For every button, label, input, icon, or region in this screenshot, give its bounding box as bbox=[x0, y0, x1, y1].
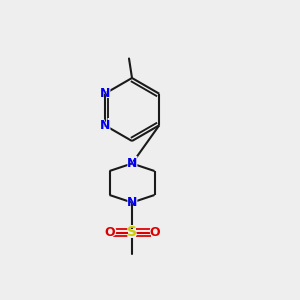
Text: O: O bbox=[148, 225, 161, 240]
Text: O: O bbox=[104, 226, 115, 239]
Text: O: O bbox=[103, 225, 116, 240]
Text: O: O bbox=[149, 226, 160, 239]
Text: N: N bbox=[127, 157, 137, 170]
Text: N: N bbox=[126, 156, 138, 171]
Text: N: N bbox=[98, 86, 111, 101]
Text: S: S bbox=[126, 224, 138, 242]
Text: N: N bbox=[127, 196, 137, 209]
Text: N: N bbox=[100, 87, 110, 100]
Text: N: N bbox=[100, 119, 110, 132]
Text: S: S bbox=[127, 226, 137, 239]
Text: N: N bbox=[126, 195, 138, 210]
Text: N: N bbox=[98, 118, 111, 133]
